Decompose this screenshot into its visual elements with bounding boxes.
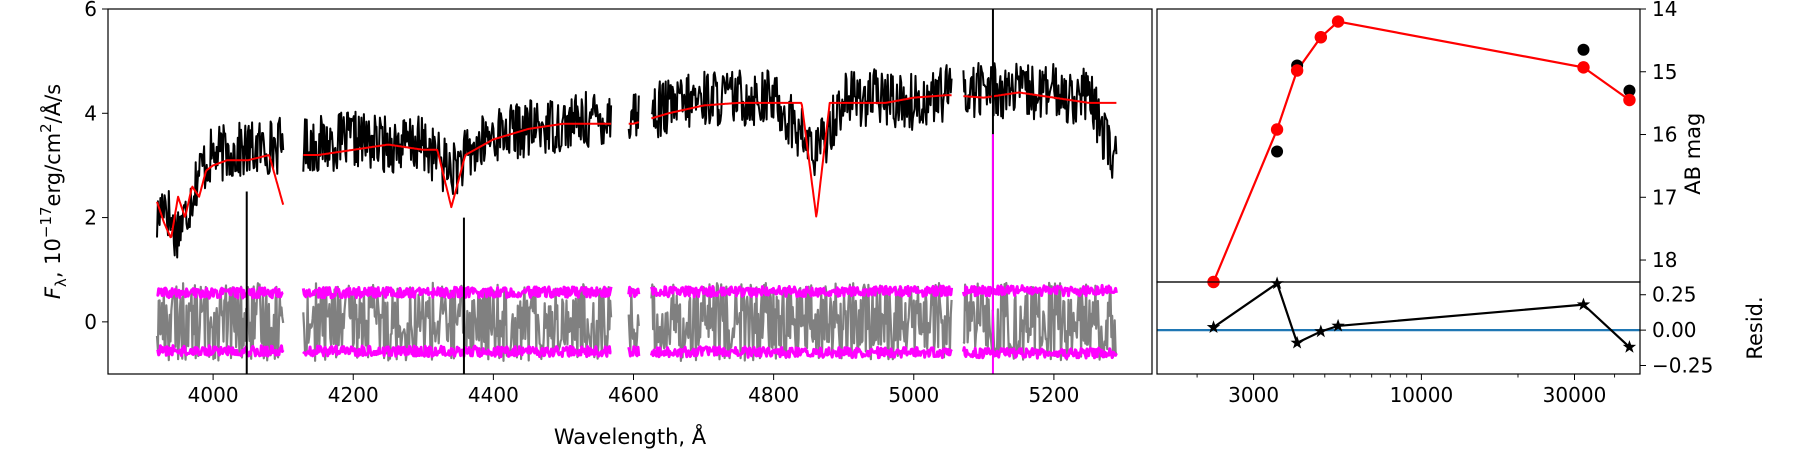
residual-y-tick-label: 0.25: [1652, 283, 1697, 307]
y-label-part: 2: [37, 123, 55, 133]
sed-model-point: [1270, 123, 1284, 136]
residual-x-tick-label: 10000: [1390, 383, 1454, 407]
x-tick-label: 5200: [1028, 383, 1079, 407]
y-tick-label: 4: [84, 101, 97, 125]
sed-y-tick-label: 14: [1652, 0, 1677, 21]
spectrum-series-1: [156, 91, 1117, 239]
spectrum-series-3: [156, 283, 1118, 300]
sed-panel: 14 15 16 17 18 AB mag: [1156, 0, 1705, 289]
residual-star-marker: [1331, 318, 1345, 332]
sed-model-point: [1623, 93, 1636, 107]
y-label-part: , 10: [41, 238, 65, 278]
spectrum-frame: [107, 8, 1153, 375]
x-tick-label: 5000: [888, 383, 939, 407]
sed-model-point: [1314, 31, 1328, 44]
residual-x-tick-label: 30000: [1543, 383, 1607, 407]
residual-star-marker: [1622, 340, 1637, 353]
y-label-part: −17: [37, 206, 55, 238]
y-tick-label: 2: [84, 206, 97, 230]
residual-star-marker: [1206, 320, 1221, 333]
spectrum-series-4: [156, 344, 1118, 360]
residual-line: [1212, 281, 1631, 348]
x-tick-label: 4800: [748, 383, 799, 407]
sed-observed-point: [1577, 43, 1590, 56]
residual-y-tick-label: −0.25: [1652, 354, 1713, 378]
spectrum-plot-area: [155, 9, 1118, 374]
sed-y-tick-label: 17: [1652, 185, 1677, 209]
residual-panel: 3000 10000 30000 0.25 0.00 −0.25 Resid.: [1156, 276, 1767, 407]
sed-y-tick-label: 18: [1652, 248, 1677, 272]
y-label-part: F: [41, 286, 65, 299]
spectrum-panel: 4000 4200 4400 4600 4800 5000 5200 0 2 4 6 Waveleng…: [37, 0, 1153, 449]
x-tick-label: 4000: [188, 383, 239, 407]
sed-y-tick-label: 16: [1652, 123, 1677, 147]
residual-star-marker: [1576, 297, 1591, 311]
sed-model-point: [1577, 61, 1590, 74]
sed-y-tick-label: 15: [1652, 60, 1677, 84]
sed-model-point: [1290, 64, 1304, 77]
spectrum-series-0: [156, 62, 1118, 259]
residual-star-marker: [1290, 335, 1304, 349]
residual-star-marker: [1314, 324, 1328, 338]
y-label-part: erg/cm: [41, 133, 65, 207]
residual-frame: [1156, 281, 1641, 375]
sed-model-point: [1331, 15, 1345, 28]
residual-y-axis-label: Resid.: [1743, 296, 1767, 359]
sed-observed-point: [1271, 145, 1284, 158]
y-label-part: λ: [52, 278, 70, 287]
y-axis-label: Fλ, 10−17erg/cm2/Å/s: [37, 84, 70, 299]
y-tick-label: 6: [84, 0, 97, 21]
y-tick-label: 0: [84, 310, 97, 334]
x-tick-label: 4200: [328, 383, 379, 407]
sed-y-axis-label: AB mag: [1681, 113, 1705, 195]
residual-x-tick-label: 3000: [1228, 383, 1279, 407]
residual-y-tick-label: 0.00: [1652, 318, 1697, 342]
sed-observed-point: [1623, 84, 1636, 97]
x-axis-label: Wavelength, Å: [554, 423, 707, 449]
x-tick-label: 4400: [468, 383, 519, 407]
y-label-part: /Å/s: [39, 84, 65, 123]
residual-star-marker: [1270, 276, 1284, 290]
x-tick-label: 4600: [608, 383, 659, 407]
